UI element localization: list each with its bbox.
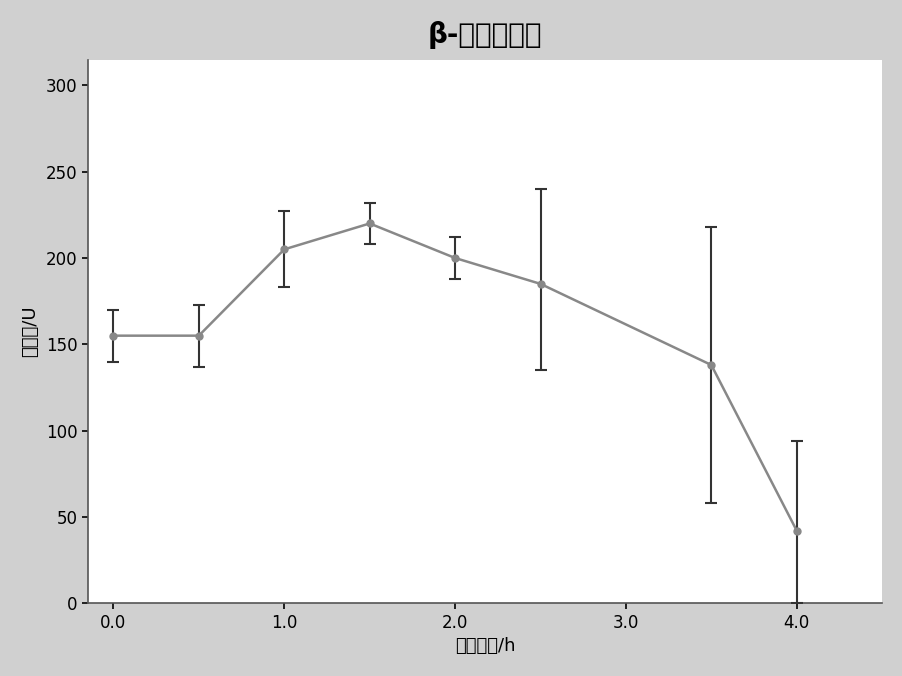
Y-axis label: 酶活性/U: 酶活性/U (21, 306, 39, 357)
X-axis label: 发酵时间/h: 发酵时间/h (455, 637, 515, 655)
Title: β-葡萄糖苷酶: β-葡萄糖苷酶 (428, 21, 541, 49)
